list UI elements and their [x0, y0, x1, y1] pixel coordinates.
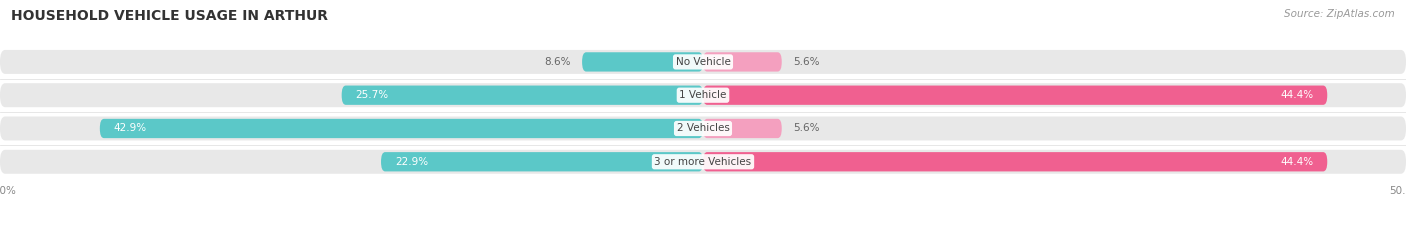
Text: 25.7%: 25.7%: [356, 90, 389, 100]
FancyBboxPatch shape: [703, 152, 1327, 171]
FancyBboxPatch shape: [703, 52, 782, 72]
Text: 42.9%: 42.9%: [114, 123, 148, 134]
FancyBboxPatch shape: [703, 119, 782, 138]
Text: 8.6%: 8.6%: [544, 57, 571, 67]
FancyBboxPatch shape: [0, 83, 1406, 107]
FancyBboxPatch shape: [582, 52, 703, 72]
Text: 5.6%: 5.6%: [793, 57, 820, 67]
Text: Source: ZipAtlas.com: Source: ZipAtlas.com: [1284, 9, 1395, 19]
Text: HOUSEHOLD VEHICLE USAGE IN ARTHUR: HOUSEHOLD VEHICLE USAGE IN ARTHUR: [11, 9, 328, 23]
Text: 2 Vehicles: 2 Vehicles: [676, 123, 730, 134]
FancyBboxPatch shape: [0, 150, 1406, 174]
FancyBboxPatch shape: [0, 116, 1406, 140]
Text: 44.4%: 44.4%: [1279, 157, 1313, 167]
FancyBboxPatch shape: [342, 86, 703, 105]
FancyBboxPatch shape: [381, 152, 703, 171]
FancyBboxPatch shape: [0, 50, 1406, 74]
Text: 5.6%: 5.6%: [793, 123, 820, 134]
FancyBboxPatch shape: [100, 119, 703, 138]
Text: 44.4%: 44.4%: [1279, 90, 1313, 100]
FancyBboxPatch shape: [703, 86, 1327, 105]
Text: No Vehicle: No Vehicle: [675, 57, 731, 67]
Text: 3 or more Vehicles: 3 or more Vehicles: [654, 157, 752, 167]
Text: 1 Vehicle: 1 Vehicle: [679, 90, 727, 100]
Text: 22.9%: 22.9%: [395, 157, 429, 167]
